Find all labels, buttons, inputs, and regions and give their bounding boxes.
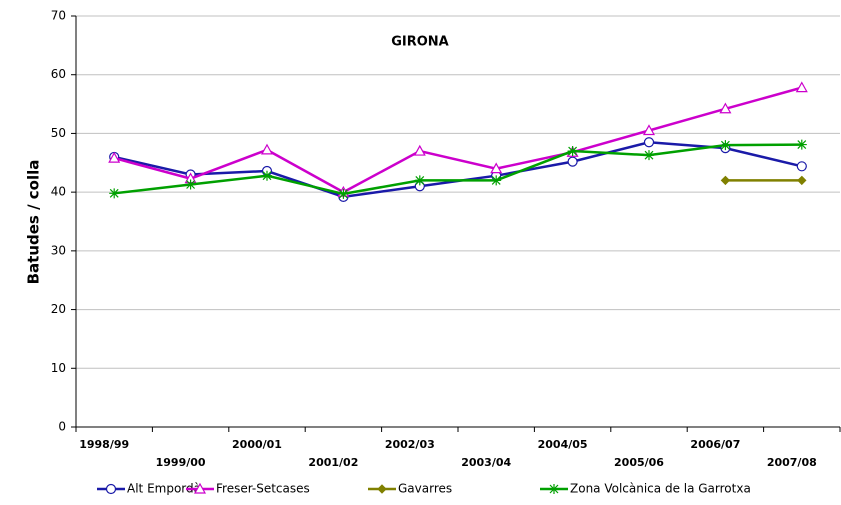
- x-tick-label: 2006/07: [690, 438, 740, 451]
- legend-item: Alt Empordà: [97, 482, 201, 496]
- y-tick-label: 50: [51, 126, 66, 140]
- y-tick-label: 30: [51, 243, 66, 257]
- legend-item: Freser-Setcases: [186, 482, 310, 496]
- x-tick-label: 2007/08: [767, 456, 817, 469]
- x-tick-label: 1999/00: [156, 456, 206, 469]
- marker: [720, 140, 731, 151]
- marker: [109, 188, 120, 199]
- marker-shape: [644, 150, 654, 161]
- marker-shape: [720, 175, 731, 186]
- marker: [377, 484, 387, 494]
- y-tick-label: 60: [51, 67, 66, 81]
- series-line: [113, 86, 803, 194]
- marker: [490, 162, 503, 174]
- x-tick-label: 2001/02: [308, 456, 358, 469]
- marker: [193, 482, 207, 494]
- marker-shape: [260, 143, 274, 155]
- series-line: [114, 143, 802, 196]
- y-tick-label: 0: [58, 420, 66, 434]
- y-tick-label: 40: [51, 185, 66, 199]
- marker-shape: [413, 144, 426, 156]
- marker: [643, 137, 655, 148]
- marker-shape: [414, 175, 425, 186]
- marker: [567, 146, 578, 157]
- marker-shape: [796, 139, 807, 150]
- legend-item: Zona Volcànica de la Garrotxa: [540, 482, 751, 496]
- marker: [108, 151, 121, 163]
- marker-shape: [108, 151, 121, 163]
- marker: [796, 139, 807, 150]
- y-tick-label: 70: [51, 9, 66, 23]
- marker: [720, 175, 731, 186]
- y-tick-label: 20: [51, 302, 66, 316]
- marker: [567, 156, 578, 167]
- marker: [338, 188, 349, 199]
- marker-shape: [567, 146, 578, 157]
- marker: [644, 150, 654, 161]
- marker-shape: [795, 81, 808, 93]
- marker: [185, 179, 196, 190]
- marker-shape: [643, 137, 655, 148]
- y-tick-label: 10: [51, 361, 66, 375]
- marker-shape: [185, 179, 196, 190]
- marker-shape: [567, 156, 578, 167]
- marker-shape: [193, 482, 207, 494]
- chart-title: GIRONA: [391, 35, 449, 50]
- marker-shape: [796, 161, 807, 172]
- marker: [260, 143, 274, 155]
- marker-shape: [338, 188, 349, 199]
- marker-shape: [719, 102, 732, 114]
- marker: [262, 170, 272, 181]
- marker-shape: [490, 162, 503, 174]
- marker-shape: [491, 175, 502, 186]
- marker-shape: [105, 483, 117, 495]
- x-tick-label: 2002/03: [385, 438, 435, 451]
- legend-label: Freser-Setcases: [216, 482, 310, 496]
- marker: [491, 175, 502, 186]
- marker: [796, 161, 807, 172]
- marker: [795, 81, 808, 93]
- x-tick-label: 2000/01: [232, 438, 282, 451]
- x-tick-label: 2005/06: [614, 456, 664, 469]
- x-tick-label: 2003/04: [461, 456, 511, 469]
- marker-shape: [642, 124, 656, 136]
- x-tick-label: 1998/99: [79, 438, 129, 451]
- marker: [642, 124, 656, 136]
- legend-item: Gavarres: [368, 482, 452, 496]
- marker-shape: [109, 188, 120, 199]
- marker-shape: [377, 484, 387, 494]
- marker: [797, 175, 807, 186]
- legend-label: Gavarres: [398, 482, 452, 496]
- marker-shape: [549, 484, 559, 494]
- marker-shape: [720, 140, 731, 151]
- marker: [414, 175, 425, 186]
- marker: [105, 483, 117, 495]
- marker: [549, 484, 559, 494]
- x-tick-label: 2004/05: [538, 438, 588, 451]
- legend-label: Alt Empordà: [127, 482, 201, 496]
- marker: [719, 102, 732, 114]
- y-axis-label: Batudes / colla: [25, 160, 43, 285]
- legend-label: Zona Volcànica de la Garrotxa: [570, 482, 751, 496]
- marker: [413, 144, 426, 156]
- marker-shape: [262, 170, 272, 181]
- marker-shape: [797, 175, 807, 186]
